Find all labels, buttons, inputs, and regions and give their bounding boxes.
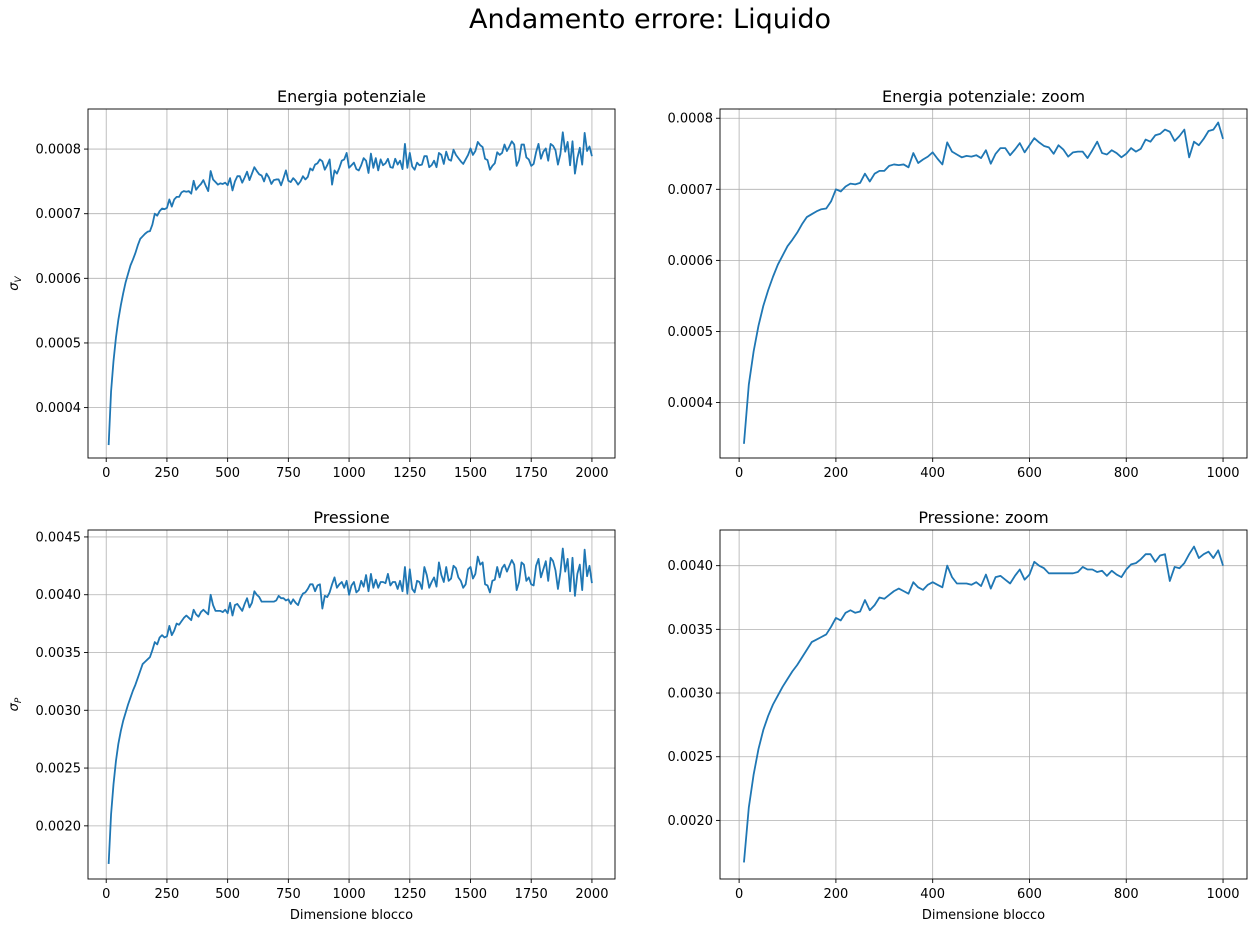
series-line	[107, 131, 593, 446]
x-tick-label: 0	[102, 466, 110, 481]
y-tick-label: 0.0006	[668, 254, 714, 269]
panel-title: Energia potenziale	[277, 87, 426, 106]
y-tick-label: 0.0005	[36, 336, 82, 351]
y-tick-label: 0.0045	[36, 530, 82, 545]
x-tick-label: 1000	[333, 466, 366, 481]
x-tick-label: 1750	[515, 887, 548, 902]
x-tick-label: 0	[735, 466, 743, 481]
x-tick-label: 200	[823, 887, 848, 902]
x-axis-label: Dimensione blocco	[290, 908, 413, 923]
y-tick-label: 0.0030	[668, 687, 714, 702]
y-tick-label: 0.0030	[36, 704, 82, 719]
y-tick-label: 0.0035	[668, 623, 714, 638]
x-tick-label: 200	[823, 466, 848, 481]
x-tick-label: 500	[215, 466, 240, 481]
y-axis-label-subscript: V	[14, 275, 24, 282]
x-tick-label: 250	[155, 466, 180, 481]
y-tick-label: 0.0005	[668, 325, 714, 340]
x-axis-label: Dimensione blocco	[922, 908, 1045, 923]
axes-frame	[719, 529, 1248, 880]
y-tick-label: 0.0004	[668, 396, 714, 411]
x-tick-label: 1000	[333, 887, 366, 902]
y-tick-label: 0.0025	[36, 762, 82, 777]
x-tick-label: 750	[276, 887, 301, 902]
x-tick-label: 0	[102, 887, 110, 902]
x-tick-label: 1000	[1206, 466, 1239, 481]
y-axis-label-subscript: P	[14, 697, 24, 703]
y-tick-label: 0.0025	[668, 750, 714, 765]
series-line	[743, 121, 1224, 444]
x-tick-label: 2000	[575, 887, 608, 902]
y-tick-label: 0.0007	[36, 207, 82, 222]
x-tick-label: 1750	[515, 466, 548, 481]
y-tick-label: 0.0040	[36, 588, 82, 603]
x-tick-label: 2000	[575, 466, 608, 481]
y-tick-label: 0.0020	[36, 819, 82, 834]
axes-frame	[87, 108, 616, 459]
series-line	[107, 547, 593, 865]
x-tick-label: 250	[155, 887, 180, 902]
y-tick-label: 0.0007	[668, 183, 714, 198]
series-line	[743, 545, 1224, 863]
x-tick-label: 1250	[393, 466, 426, 481]
x-tick-label: 1250	[393, 887, 426, 902]
x-tick-label: 800	[1114, 466, 1139, 481]
y-tick-label: 0.0020	[668, 814, 714, 829]
figure-title: Andamento errore: Liquido	[469, 4, 831, 35]
x-tick-label: 600	[1017, 466, 1042, 481]
y-tick-label: 0.0040	[668, 559, 714, 574]
x-tick-label: 500	[215, 887, 240, 902]
x-tick-label: 1500	[454, 887, 487, 902]
panel-title: Energia potenziale: zoom	[882, 87, 1085, 106]
x-tick-label: 1500	[454, 466, 487, 481]
x-tick-label: 1000	[1206, 887, 1239, 902]
x-tick-label: 750	[276, 466, 301, 481]
x-tick-label: 600	[1017, 887, 1042, 902]
axes-frame	[87, 529, 616, 880]
y-tick-label: 0.0008	[36, 143, 82, 158]
x-tick-label: 400	[920, 887, 945, 902]
axes-frame	[719, 108, 1248, 459]
x-tick-label: 400	[920, 466, 945, 481]
panel-title: Pressione	[313, 508, 389, 527]
y-tick-label: 0.0006	[36, 272, 82, 287]
y-tick-label: 0.0004	[36, 401, 82, 416]
panel-title: Pressione: zoom	[918, 508, 1048, 527]
x-tick-label: 0	[735, 887, 743, 902]
y-tick-label: 0.0035	[36, 646, 82, 661]
x-tick-label: 800	[1114, 887, 1139, 902]
y-tick-label: 0.0008	[668, 112, 714, 127]
